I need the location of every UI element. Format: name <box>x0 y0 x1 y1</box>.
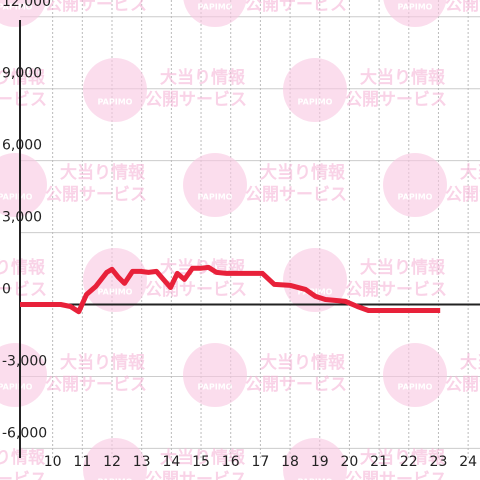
watermark-logo <box>383 343 447 407</box>
watermark-logo <box>383 153 447 217</box>
watermark-logo <box>83 438 147 480</box>
watermark-logo-text: PAPIMO <box>298 288 333 297</box>
watermark-text: 大当り情報 <box>0 257 46 278</box>
x-tick-label: 14 <box>162 454 180 470</box>
x-tick-label: 15 <box>192 454 210 470</box>
y-tick-label: 3,000 <box>2 210 42 226</box>
watermark-text: 大当り情報 <box>160 67 246 88</box>
watermark-text: 大当り情報 <box>160 447 246 468</box>
x-tick-label: 22 <box>400 454 418 470</box>
x-tick-label: 18 <box>281 454 299 470</box>
watermark-logo <box>0 153 47 217</box>
x-tick-label: 21 <box>370 454 388 470</box>
watermark-logo-text: PAPIMO <box>0 3 33 12</box>
watermark-logo <box>0 0 47 27</box>
watermark-logo <box>383 0 447 27</box>
x-tick-label: 13 <box>133 454 151 470</box>
watermark-logo-text: PAPIMO <box>198 383 233 392</box>
watermark-logo-text: PAPIMO <box>298 478 333 480</box>
watermark-logo-text: PAPIMO <box>398 193 433 202</box>
watermark-text: 公開サービス <box>245 0 347 15</box>
watermark-logo-text: PAPIMO <box>298 98 333 107</box>
watermark-logo-text: PAPIMO <box>98 478 133 480</box>
watermark-text: 公開サービス <box>445 375 480 395</box>
x-tick-label: 23 <box>430 454 448 470</box>
watermark-text: 大当り情報 <box>360 67 446 88</box>
y-tick-label: 0 <box>2 282 11 298</box>
x-tick-label: 11 <box>73 454 91 470</box>
watermark-text: 公開サービス <box>45 0 147 15</box>
watermark-logo-text: PAPIMO <box>198 193 233 202</box>
watermark-text: 公開サービス <box>0 470 47 480</box>
watermark-text: 大当り情報 <box>260 162 346 183</box>
watermark-text: 大当り情報 <box>460 162 480 183</box>
watermark-logo <box>283 58 347 122</box>
watermark-text: 大当り情報 <box>60 352 146 373</box>
watermark-logo <box>283 438 347 480</box>
line <box>20 264 441 315</box>
y-tick-label: 12,000 <box>2 0 51 10</box>
x-tick-label: 17 <box>251 454 269 470</box>
watermark-text: 大当り情報 <box>0 67 46 88</box>
watermark-logo <box>0 343 47 407</box>
watermark-text: 大当り情報 <box>260 352 346 373</box>
y-tick-label: -3,000 <box>2 353 47 369</box>
x-tick-label: 10 <box>44 454 62 470</box>
x-tick-label: 16 <box>222 454 240 470</box>
watermark-text: 公開サービス <box>345 470 447 480</box>
watermark-text: 公開サービス <box>145 470 247 480</box>
watermark-text: 公開サービス <box>445 0 480 15</box>
watermark-logo-text: PAPIMO <box>398 383 433 392</box>
watermark-logo-text: PAPIMO <box>0 383 33 392</box>
watermark-logo <box>83 58 147 122</box>
watermark-logo <box>283 248 347 312</box>
x-tick-label: 24 <box>459 454 477 470</box>
watermark-text: 公開サービス <box>45 375 147 395</box>
watermark-logo-text: PAPIMO <box>98 98 133 107</box>
watermark-text: 大当り情報 <box>360 257 446 278</box>
watermark-text: 公開サービス <box>0 90 47 110</box>
watermark-logo <box>83 248 147 312</box>
watermark-logo-text: PAPIMO <box>0 193 33 202</box>
watermark-logo <box>183 343 247 407</box>
watermark-logo <box>183 0 247 27</box>
watermark-text: 大当り情報 <box>360 447 446 468</box>
y-tick-label: 6,000 <box>2 138 42 154</box>
watermark-logo <box>183 153 247 217</box>
y-tick-label: 9,000 <box>2 66 42 82</box>
watermark-text: 大当り情報 <box>60 162 146 183</box>
x-tick-label: 12 <box>103 454 121 470</box>
watermark-text: 公開サービス <box>445 185 480 205</box>
watermark-text: 公開サービス <box>345 90 447 110</box>
y-tick-label: -6,000 <box>2 425 47 441</box>
watermark-text: 公開サービス <box>0 280 47 300</box>
watermark-text: 公開サービス <box>245 375 347 395</box>
watermark-logo-text: PAPIMO <box>398 3 433 12</box>
x-tick-label: 20 <box>341 454 359 470</box>
watermark-text: 公開サービス <box>245 185 347 205</box>
watermark-text: 大当り情報 <box>460 352 480 373</box>
watermark-text: 大当り情報 <box>0 447 46 468</box>
watermark-text: 公開サービス <box>145 90 247 110</box>
watermark-text: 公開サービス <box>145 280 247 300</box>
watermark-logo-text: PAPIMO <box>98 288 133 297</box>
watermark-text: 公開サービス <box>345 280 447 300</box>
watermark-logo-text: PAPIMO <box>198 3 233 12</box>
x-tick-label: 19 <box>311 454 329 470</box>
watermark-text: 公開サービス <box>45 185 147 205</box>
